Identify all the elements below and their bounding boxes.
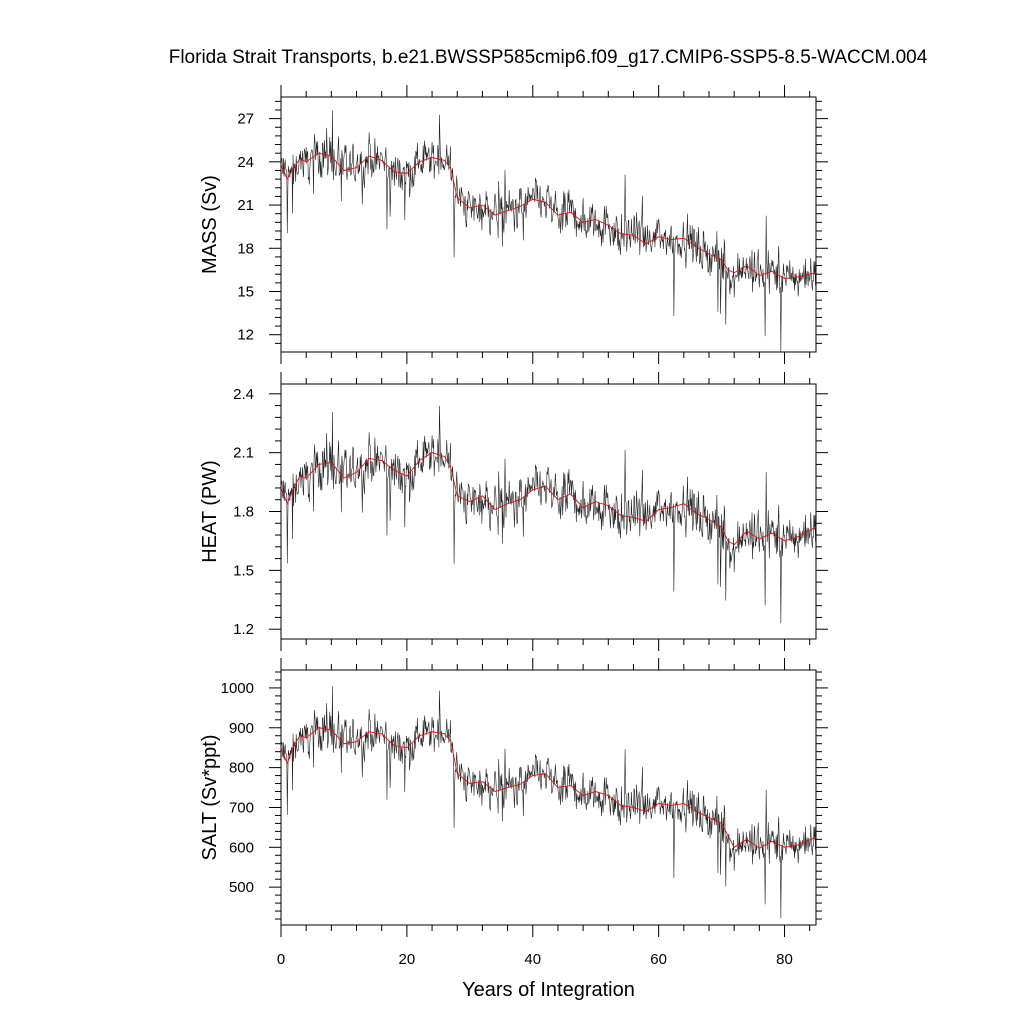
- panel-frame: [280, 383, 817, 640]
- y-tick-label: 24: [237, 154, 254, 171]
- y-tick-label: 900: [229, 720, 254, 737]
- series-line-raw: [280, 110, 816, 353]
- y-tick-label: 1.2: [233, 621, 254, 638]
- y-axis-label: HEAT (PW): [199, 460, 221, 563]
- x-tick-label: 60: [650, 951, 667, 968]
- y-tick-label: 15: [237, 283, 254, 300]
- y-tick-label: 18: [237, 240, 254, 257]
- series-line-smoothed: [280, 727, 817, 849]
- y-tick-label: 27: [237, 111, 254, 128]
- x-tick-label: 80: [776, 951, 793, 968]
- series-line-smoothed: [280, 152, 817, 279]
- x-axis-label: Years of Integration: [462, 979, 635, 1001]
- series-line-raw: [280, 686, 816, 919]
- series-line-smoothed: [280, 452, 817, 546]
- x-tick-label: 20: [399, 951, 416, 968]
- y-tick-label: 1000: [221, 680, 254, 697]
- x-tick-label: 0: [277, 951, 285, 968]
- y-tick-label: 2.1: [233, 445, 254, 462]
- series-line-raw: [280, 405, 816, 624]
- y-tick-label: 1.8: [233, 504, 254, 521]
- y-tick-label: 800: [229, 760, 254, 777]
- y-tick-label: 500: [229, 879, 254, 896]
- x-tick-label: 40: [524, 951, 541, 968]
- y-tick-label: 700: [229, 799, 254, 816]
- y-tick-label: 2.4: [233, 386, 254, 403]
- y-tick-label: 12: [237, 327, 254, 344]
- y-tick-label: 600: [229, 839, 254, 856]
- panel-frame: [280, 96, 817, 353]
- panel-frame: [280, 669, 817, 926]
- y-tick-label: 21: [237, 197, 254, 214]
- y-axis-label: MASS (Sv): [199, 175, 221, 274]
- page-title: Florida Strait Transports, b.e21.BWSSP58…: [168, 47, 928, 68]
- y-axis-label: SALT (Sv*ppt): [199, 735, 221, 861]
- y-tick-label: 1.5: [233, 562, 254, 579]
